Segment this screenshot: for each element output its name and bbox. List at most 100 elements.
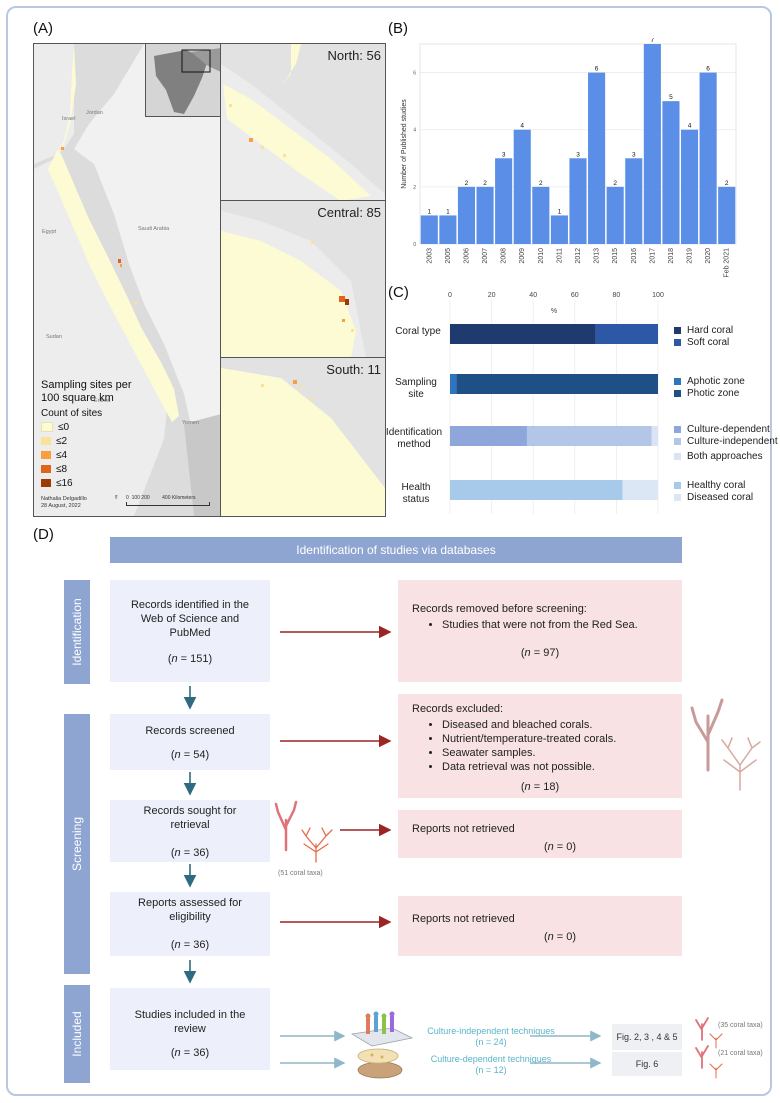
x-tick-label: 2005 bbox=[445, 248, 452, 264]
stacked-segment bbox=[450, 426, 527, 446]
bar bbox=[457, 186, 476, 244]
records-screened-box: Records screened (n = 54) bbox=[110, 714, 270, 770]
panel-c-label: (C) bbox=[388, 284, 409, 301]
country-label: Sudan bbox=[46, 334, 62, 340]
bar-value-label: 2 bbox=[613, 180, 617, 187]
reports-not-retrieved-box-1: Reports not retrieved (n = 0) bbox=[398, 810, 682, 858]
x-tick-label: 100 bbox=[652, 292, 664, 299]
stacked-segment bbox=[595, 324, 658, 344]
x-tick-label: 0 bbox=[448, 292, 452, 299]
y-axis-title: Number of Published studies bbox=[401, 99, 408, 189]
main-map: Israel Jordan Egypt Saudi Arabia Sudan E… bbox=[33, 43, 222, 517]
bar bbox=[495, 158, 513, 244]
stage-tab-included: Included bbox=[64, 985, 90, 1083]
bar-value-label: 1 bbox=[427, 208, 431, 215]
x-tick-label: 2015 bbox=[612, 248, 619, 264]
bar bbox=[680, 129, 699, 244]
panel-a-label: (A) bbox=[33, 20, 53, 37]
x-tick-label: 2008 bbox=[501, 248, 508, 264]
bar bbox=[606, 186, 624, 244]
stage-tab-identification: Identification bbox=[64, 580, 90, 684]
figs-independent-box: Fig. 2, 3 , 4 & 5 bbox=[612, 1024, 682, 1050]
bar bbox=[420, 215, 438, 244]
studies-included-box: Studies included in the review (n = 36) bbox=[110, 988, 270, 1070]
legend-entry: Photic zone bbox=[674, 388, 739, 399]
stacked-segment bbox=[651, 426, 658, 446]
x-tick-label: 2003 bbox=[426, 248, 433, 264]
bar bbox=[569, 158, 587, 244]
legend-subtitle: Count of sites bbox=[41, 408, 103, 419]
bar bbox=[439, 215, 457, 244]
culture-dependent-label: Culture-dependent techniques (n = 12) bbox=[430, 1054, 552, 1075]
country-label: Egypt bbox=[42, 229, 57, 235]
bar bbox=[625, 158, 643, 244]
inset-central: Central: 85 bbox=[220, 200, 386, 359]
taxa-21-label: (21 coral taxa) bbox=[718, 1050, 763, 1057]
legend-item: ≤2 bbox=[41, 436, 67, 447]
bar-value-label: 2 bbox=[483, 180, 487, 187]
records-sought-box: Records sought for retrieval (n = 36) bbox=[110, 800, 270, 862]
panel-d-label: (D) bbox=[33, 526, 54, 543]
bar-value-label: 2 bbox=[725, 180, 729, 187]
stacked-bar-chart: 0 20 40 60 80 100% bbox=[448, 292, 664, 514]
bar-value-label: 2 bbox=[465, 180, 469, 187]
legend-entry: Diseased coral bbox=[674, 492, 753, 503]
inset-north: North: 56 bbox=[220, 43, 386, 202]
legend-entry: Culture-independent bbox=[674, 436, 778, 447]
x-tick-label: 40 bbox=[529, 292, 537, 299]
bar-value-label: 3 bbox=[632, 151, 636, 158]
x-tick-label: 2009 bbox=[519, 248, 526, 264]
culture-independent-label: Culture-independent techniques (n = 24) bbox=[427, 1026, 555, 1047]
north-arrow-icon: ⇑ bbox=[114, 495, 119, 501]
stacked-segment bbox=[622, 480, 658, 500]
country-label: Yemen bbox=[182, 420, 199, 426]
country-label: Israel bbox=[62, 116, 76, 122]
bar bbox=[513, 129, 531, 244]
bar-value-label: 6 bbox=[595, 66, 599, 73]
legend-entry: Aphotic zone bbox=[674, 376, 745, 387]
y-tick-label: 6 bbox=[413, 71, 416, 77]
legend-item: ≤4 bbox=[41, 450, 67, 461]
legend-entry: Both approaches bbox=[674, 451, 763, 462]
bar-value-label: 3 bbox=[502, 151, 506, 158]
scale-bar: 0 100 200 400 Kilometers bbox=[126, 495, 210, 506]
legend-entry: Soft coral bbox=[674, 337, 729, 348]
bar-value-label: 4 bbox=[688, 123, 692, 130]
taxa-51-label: (51 coral taxa) bbox=[278, 870, 323, 877]
publications-bar-chart: 0 2 4 6 Number of Published studies 1 2003 1 200… bbox=[401, 38, 737, 278]
bar-value-label: 1 bbox=[446, 208, 450, 215]
prisma-header: Identification of studies via databases bbox=[110, 537, 682, 563]
x-tick-label: 20 bbox=[488, 292, 496, 299]
bar bbox=[662, 101, 680, 244]
stacked-segment bbox=[450, 374, 457, 394]
globe-inset bbox=[145, 43, 222, 117]
legend-entry: Culture-dependent bbox=[674, 424, 770, 435]
group-label: Health status bbox=[401, 482, 431, 505]
legend-title: Sampling sites per 100 square km bbox=[41, 379, 132, 404]
x-tick-label: 2020 bbox=[705, 248, 712, 264]
inset-central-label: Central: 85 bbox=[317, 205, 381, 220]
reports-assessed-box: Reports assessed for eligibility (n = 36… bbox=[110, 892, 270, 956]
taxa-35-label: (35 coral taxa) bbox=[718, 1022, 763, 1029]
bar bbox=[718, 186, 736, 244]
records-removed-box: Records removed before screening: Studie… bbox=[398, 580, 682, 682]
records-identified-box: Records identified in the Web of Science… bbox=[110, 580, 270, 682]
country-label: Jordan bbox=[86, 110, 103, 116]
group-label: Identification method bbox=[385, 427, 443, 450]
stacked-segment bbox=[526, 426, 652, 446]
country-label: Saudi Arabia bbox=[138, 226, 170, 232]
bar-value-label: 2 bbox=[539, 180, 543, 187]
legend-entry: Hard coral bbox=[674, 325, 733, 336]
y-tick-label: 0 bbox=[413, 242, 416, 248]
x-tick-label: 2006 bbox=[463, 248, 470, 264]
bar bbox=[643, 44, 661, 244]
bar-value-label: 5 bbox=[669, 94, 673, 101]
x-tick-label: 80 bbox=[613, 292, 621, 299]
stacked-segment bbox=[450, 480, 623, 500]
bar-value-label: 3 bbox=[576, 151, 580, 158]
x-tick-label: 60 bbox=[571, 292, 579, 299]
y-tick-label: 2 bbox=[413, 185, 416, 191]
group-label: Coral type bbox=[395, 326, 441, 337]
stage-tab-screening: Screening bbox=[64, 714, 90, 974]
red-sea-map bbox=[34, 44, 221, 516]
